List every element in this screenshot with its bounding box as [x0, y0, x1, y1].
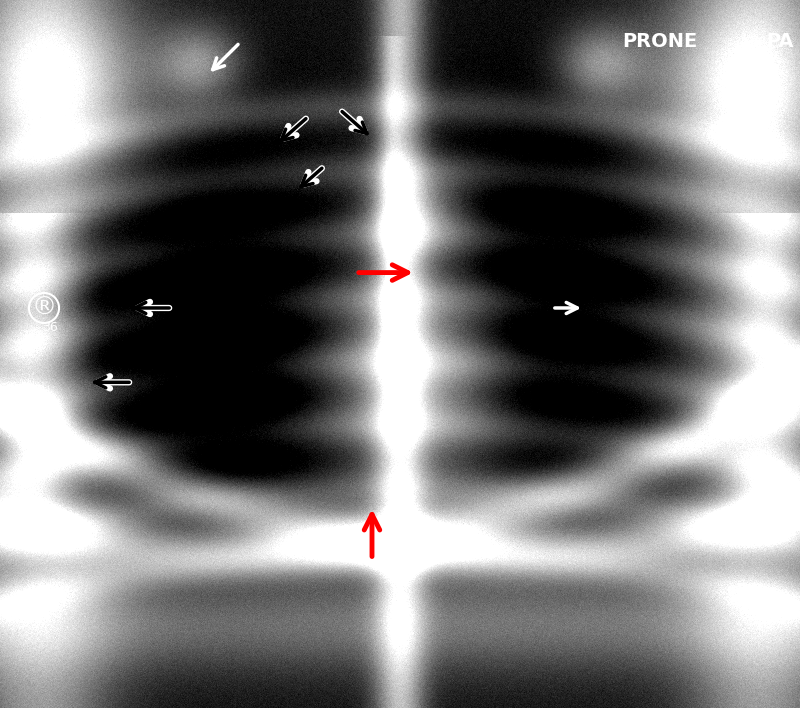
Text: ®: ®: [31, 296, 57, 320]
Text: 36: 36: [42, 321, 58, 333]
Text: PRONE: PRONE: [622, 32, 698, 51]
Text: PA: PA: [766, 32, 794, 51]
